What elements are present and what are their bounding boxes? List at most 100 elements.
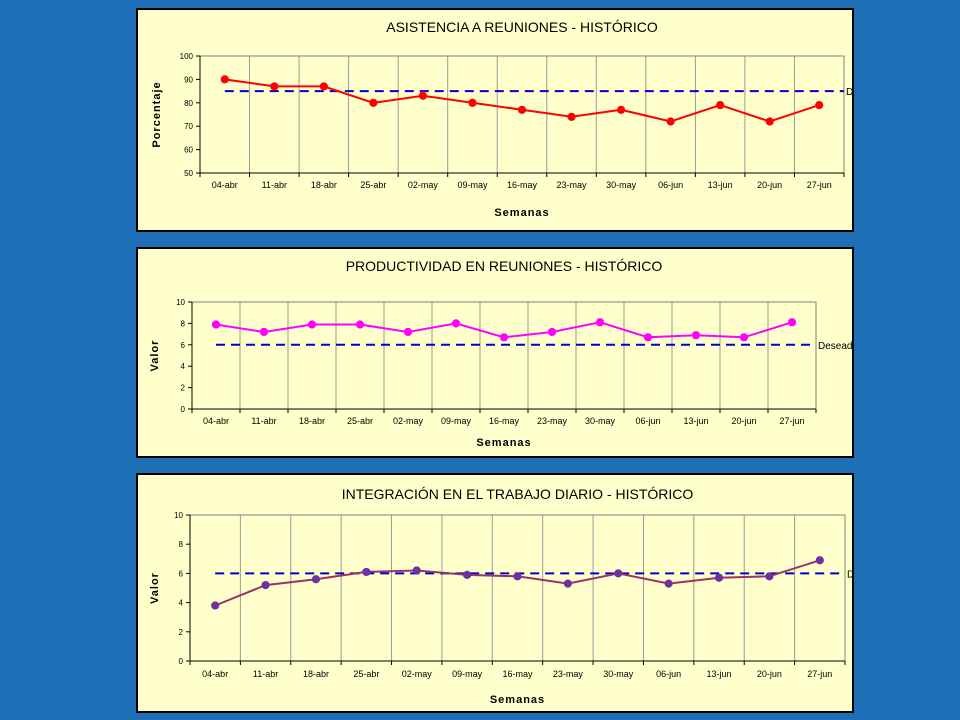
- x-tick-label: 13-jun: [708, 180, 733, 190]
- y-tick-label: 80: [184, 99, 193, 108]
- x-tick-label: 09-may: [457, 180, 488, 190]
- x-tick-label: 25-abr: [353, 669, 379, 679]
- data-point: [499, 333, 509, 342]
- y-tick-label: 2: [179, 628, 184, 637]
- data-point: [412, 566, 421, 575]
- data-point: [311, 575, 321, 584]
- x-tick-label: 27-jun: [807, 669, 832, 679]
- data-point: [468, 98, 477, 107]
- data-point: [211, 320, 221, 329]
- x-axis-label: Semanas: [494, 207, 549, 219]
- data-point: [716, 101, 725, 110]
- target-label: Deseado: [818, 341, 852, 352]
- x-tick-label: 30-may: [606, 180, 637, 190]
- data-point: [765, 117, 774, 126]
- x-tick-label: 11-abr: [253, 669, 278, 679]
- x-axis-label: Semanas: [490, 694, 545, 706]
- y-tick-label: 4: [179, 599, 184, 608]
- plot-area: [191, 301, 817, 410]
- series-line: [214, 559, 821, 607]
- y-tick-label: 4: [181, 362, 186, 371]
- chart-title: INTEGRACIÓN EN EL TRABAJO DIARIO - HISTÓ…: [342, 486, 694, 502]
- chart-panel-productividad: PRODUCTIVIDAD EN REUNIONES - HISTÓRICO 0 2…: [136, 247, 854, 458]
- target-label: Deseado: [847, 569, 852, 580]
- data-point: [362, 567, 371, 577]
- y-tick-label: 10: [174, 511, 183, 520]
- x-tick-label: 18-abr: [311, 180, 337, 190]
- data-point: [815, 101, 824, 110]
- chart-panel-integracion: INTEGRACIÓN EN EL TRABAJO DIARIO - HISTÓ…: [136, 473, 854, 713]
- data-point: [739, 333, 749, 342]
- x-tick-label: 18-abr: [299, 416, 325, 426]
- y-tick-label: 50: [184, 169, 193, 178]
- chart-productividad: PRODUCTIVIDAD EN REUNIONES - HISTÓRICO02…: [149, 258, 852, 449]
- data-point: [418, 91, 428, 100]
- x-tick-label: 23-may: [557, 180, 588, 190]
- y-tick-label: 2: [181, 384, 186, 393]
- y-axis-label: Valor: [149, 572, 161, 604]
- x-tick-label: 09-may: [452, 669, 483, 679]
- x-tick-label: 04-abr: [212, 180, 238, 190]
- data-point: [307, 320, 317, 329]
- y-tick-label: 70: [184, 122, 193, 131]
- series-line: [224, 78, 820, 123]
- data-point: [451, 319, 461, 328]
- data-point: [211, 601, 220, 610]
- x-tick-label: 13-jun: [707, 669, 732, 679]
- data-point: [614, 569, 623, 578]
- x-tick-label: 02-may: [402, 669, 433, 679]
- y-tick-label: 0: [181, 405, 186, 414]
- data-point: [369, 98, 378, 107]
- data-point: [616, 105, 626, 114]
- x-tick-label: 06-jun: [658, 180, 683, 190]
- x-tick-label: 20-jun: [731, 416, 756, 426]
- x-tick-label: 06-jun: [656, 669, 681, 679]
- x-tick-label: 30-may: [585, 416, 616, 426]
- x-tick-label: 20-jun: [757, 180, 782, 190]
- data-point: [563, 579, 572, 588]
- data-point: [765, 572, 774, 581]
- x-tick-label: 11-abr: [262, 180, 287, 190]
- x-tick-label: 02-may: [408, 180, 439, 190]
- chart-title: ASISTENCIA A REUNIONES - HISTÓRICO: [386, 19, 658, 35]
- y-tick-label: 100: [180, 52, 194, 61]
- x-tick-label: 25-abr: [347, 416, 373, 426]
- chart-panel-asistencia: ASISTENCIA A REUNIONES - HISTÓRICO 50 60 70…: [136, 8, 854, 232]
- chart-integracion: INTEGRACIÓN EN EL TRABAJO DIARIO - HISTÓ…: [149, 486, 852, 706]
- target-label: Deseado: [846, 87, 852, 98]
- data-point: [666, 117, 675, 126]
- data-point: [787, 318, 797, 327]
- x-tick-label: 13-jun: [683, 416, 708, 426]
- data-point: [714, 573, 724, 582]
- x-tick-label: 30-may: [603, 669, 634, 679]
- data-point: [513, 572, 522, 581]
- chart-title: PRODUCTIVIDAD EN REUNIONES - HISTÓRICO: [346, 258, 663, 274]
- data-point: [815, 556, 824, 565]
- x-tick-label: 02-may: [393, 416, 424, 426]
- data-point: [567, 112, 576, 121]
- data-point: [595, 318, 605, 327]
- y-tick-label: 10: [176, 298, 185, 307]
- data-point: [643, 333, 653, 342]
- y-tick-label: 0: [179, 657, 184, 666]
- x-tick-label: 09-may: [441, 416, 472, 426]
- x-tick-label: 18-abr: [303, 669, 329, 679]
- data-point: [319, 82, 328, 91]
- x-tick-label: 23-may: [553, 669, 584, 679]
- x-tick-label: 16-may: [489, 416, 520, 426]
- chart-asistencia: ASISTENCIA A REUNIONES - HISTÓRICO 50 60 70…: [151, 19, 852, 219]
- x-tick-label: 04-abr: [202, 669, 228, 679]
- x-tick-label: 16-may: [507, 180, 538, 190]
- data-point: [270, 82, 279, 91]
- x-tick-label: 11-abr: [251, 416, 276, 426]
- x-tick-label: 27-jun: [779, 416, 804, 426]
- y-tick-label: 8: [179, 540, 184, 549]
- y-tick-label: 60: [184, 146, 193, 155]
- x-tick-label: 25-abr: [360, 180, 386, 190]
- data-point: [261, 580, 270, 590]
- plot-area: [189, 514, 846, 662]
- y-tick-label: 6: [181, 341, 186, 350]
- x-tick-label: 06-jun: [635, 416, 660, 426]
- data-point: [691, 331, 701, 340]
- data-point: [547, 327, 557, 337]
